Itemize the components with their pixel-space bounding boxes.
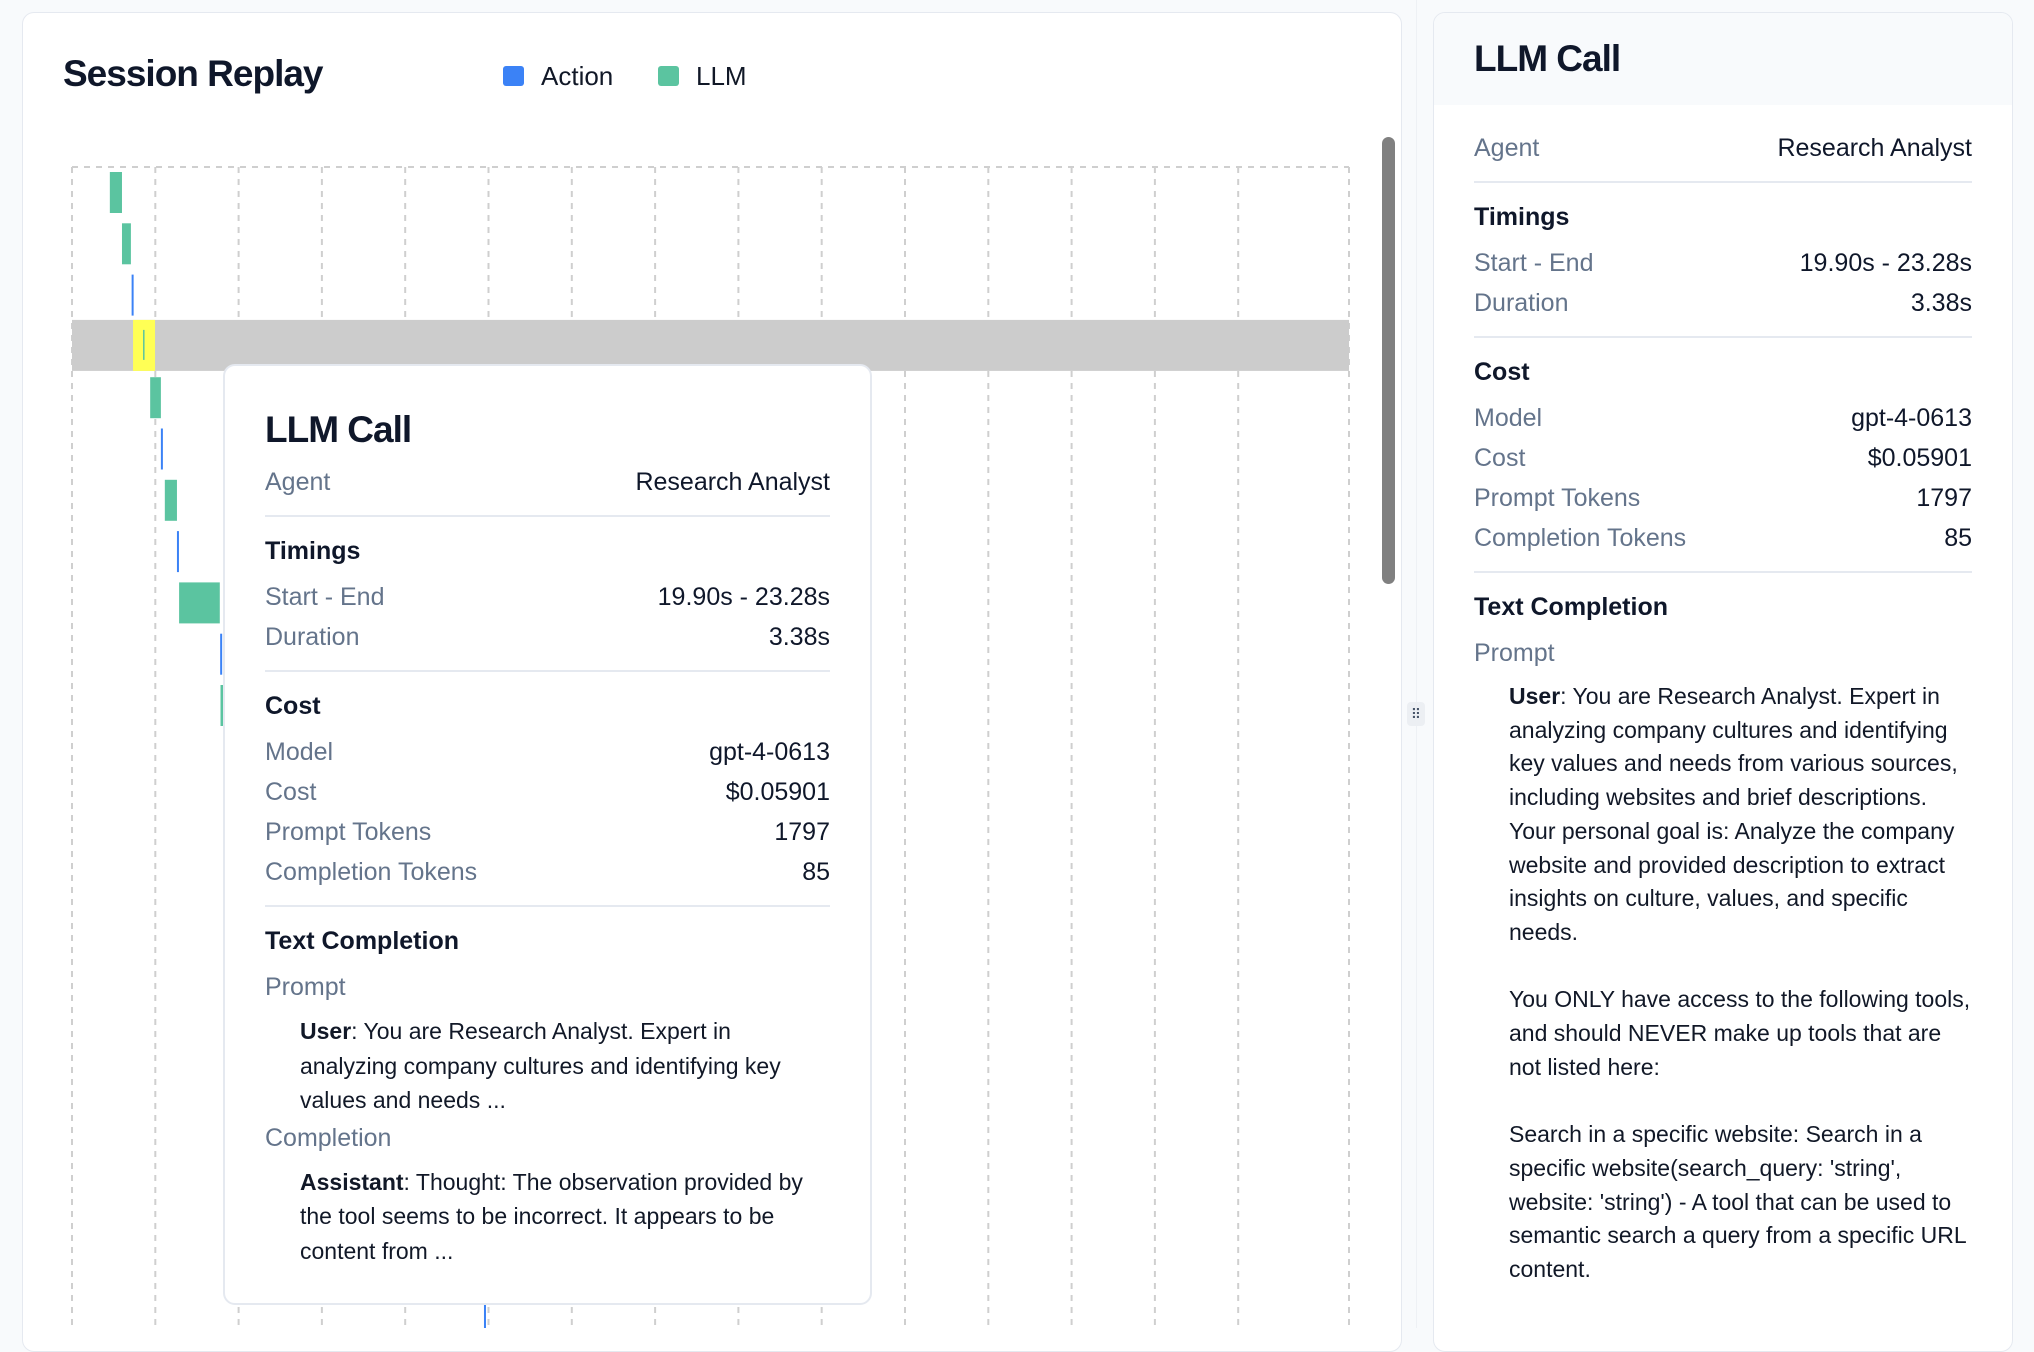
selected-row-highlight [72, 319, 1349, 371]
timeline-scrollbar[interactable] [1382, 137, 1395, 584]
legend-label: LLM [696, 60, 747, 91]
span-bar-llm-selected [143, 329, 145, 360]
tooltip-title: LLM Call [265, 409, 412, 450]
start-end-row: Start - End 19.90s - 23.28s [1474, 243, 1972, 283]
cost-row: Cost $0.05901 [265, 772, 830, 812]
timings-heading: Timings [1474, 203, 1570, 231]
completion-tokens-label: Completion Tokens [265, 858, 478, 886]
span-bar-llm [164, 479, 177, 521]
timings-section: Timings Start - End 19.90s - 23.28s Durat… [1474, 181, 1972, 336]
prompt-role: User [300, 1018, 352, 1044]
prompt-tokens-value: 1797 [774, 818, 830, 846]
completion-message: Assistant: Thought: The observation prov… [265, 1165, 830, 1269]
page-title: Session Replay [63, 53, 324, 94]
span-bar-llm [121, 223, 131, 265]
cost-section: Cost Model gpt-4-0613 Cost $0.05901 Prompt… [1474, 336, 1972, 571]
span-bar-llm [109, 172, 122, 213]
start-end-label: Start - End [265, 583, 385, 611]
legend-label: Action [541, 60, 614, 91]
model-label: Model [265, 738, 334, 766]
text-completion-section: Text Completion Prompt User: You are Res… [265, 905, 830, 1281]
start-end-row: Start - End 19.90s - 23.28s [265, 577, 830, 617]
legend-swatch-llm [658, 66, 679, 86]
span-bar-llm [179, 582, 220, 624]
agent-value: Research Analyst [635, 468, 830, 496]
text-completion-section: Text Completion Prompt User: You are Res… [1474, 571, 1972, 1300]
completion-tokens-label: Completion Tokens [1474, 524, 1687, 552]
span-bar-action [176, 531, 179, 573]
model-label: Model [1474, 404, 1543, 432]
duration-row: Duration 3.38s [265, 617, 830, 657]
agent-label: Agent [1474, 134, 1540, 162]
prompt-tokens-label: Prompt Tokens [265, 818, 432, 846]
prompt-text: : You are Research Analyst. Expert in an… [1509, 683, 1971, 1282]
completion-tokens-row: Completion Tokens 85 [265, 852, 830, 892]
llm-call-detail-panel: LLM Call Agent Research Analyst Timings … [1433, 12, 2013, 1352]
legend-llm: LLM [658, 60, 747, 92]
span-bar-llm [150, 377, 161, 419]
llm-call-tooltip: LLM Call Agent Research Analyst Timings … [223, 364, 872, 1305]
completion-tokens-value: 85 [802, 858, 830, 886]
duration-label: Duration [1474, 289, 1569, 317]
completion-tokens-row: Completion Tokens 85 [1474, 518, 1972, 558]
agent-value: Research Analyst [1777, 134, 1972, 162]
duration-label: Duration [265, 623, 360, 651]
cost-section: Cost Model gpt-4-0613 Cost $0.05901 Prompt… [265, 670, 830, 905]
cost-heading: Cost [1474, 358, 1530, 386]
agent-row: Agent Research Analyst [265, 462, 830, 515]
cost-label: Cost [1474, 444, 1526, 472]
prompt-tokens-value: 1797 [1916, 484, 1972, 512]
legend-swatch-action [503, 66, 524, 86]
text-completion-heading: Text Completion [1474, 593, 1668, 621]
detail-title: LLM Call [1474, 38, 1621, 79]
completion-tokens-value: 85 [1944, 524, 1972, 552]
span-bar-action [131, 274, 134, 316]
prompt-tokens-row: Prompt Tokens 1797 [1474, 478, 1972, 518]
prompt-tokens-label: Prompt Tokens [1474, 484, 1641, 512]
legend-action: Action [503, 60, 613, 92]
completion-text: : Thought: The observation provided by t… [300, 1168, 803, 1264]
timings-section: Timings Start - End 19.90s - 23.28s Durat… [265, 515, 830, 670]
prompt-message: User: You are Research Analyst. Expert i… [1474, 680, 1972, 1287]
start-end-value: 19.90s - 23.28s [1799, 249, 1972, 277]
span-bar-action [160, 428, 163, 470]
span-bar-action [483, 1300, 486, 1328]
completion-label: Completion [265, 1123, 392, 1152]
duration-value: 3.38s [1910, 289, 1972, 317]
prompt-label: Prompt [265, 973, 346, 1001]
cost-value: $0.05901 [1867, 444, 1972, 472]
cost-value: $0.05901 [725, 778, 830, 806]
drag-handle-icon[interactable]: ⠿ [1407, 702, 1425, 726]
detail-header: LLM Call [1434, 13, 2012, 105]
agent-row: Agent Research Analyst [1474, 128, 1972, 181]
panel-divider [1416, 0, 1417, 1328]
duration-row: Duration 3.38s [1474, 283, 1972, 323]
start-end-value: 19.90s - 23.28s [657, 583, 830, 611]
prompt-text: : You are Research Analyst. Expert in an… [300, 1018, 781, 1113]
cost-label: Cost [265, 778, 317, 806]
timings-heading: Timings [265, 537, 361, 565]
cost-row: Cost $0.05901 [1474, 438, 1972, 478]
duration-value: 3.38s [768, 623, 830, 651]
span-bar-action [220, 633, 223, 675]
prompt-message: User: You are Research Analyst. Expert i… [265, 1014, 830, 1118]
text-completion-heading: Text Completion [265, 927, 459, 955]
model-row: Model gpt-4-0613 [1474, 398, 1972, 438]
completion-role: Assistant [300, 1168, 404, 1195]
model-value: gpt-4-0613 [1851, 404, 1972, 432]
start-end-label: Start - End [1474, 249, 1594, 277]
model-value: gpt-4-0613 [709, 738, 830, 766]
prompt-label: Prompt [1474, 639, 1555, 667]
model-row: Model gpt-4-0613 [265, 732, 830, 772]
cost-heading: Cost [265, 692, 321, 720]
prompt-role: User [1509, 683, 1561, 709]
prompt-tokens-row: Prompt Tokens 1797 [265, 812, 830, 852]
agent-label: Agent [265, 468, 331, 496]
